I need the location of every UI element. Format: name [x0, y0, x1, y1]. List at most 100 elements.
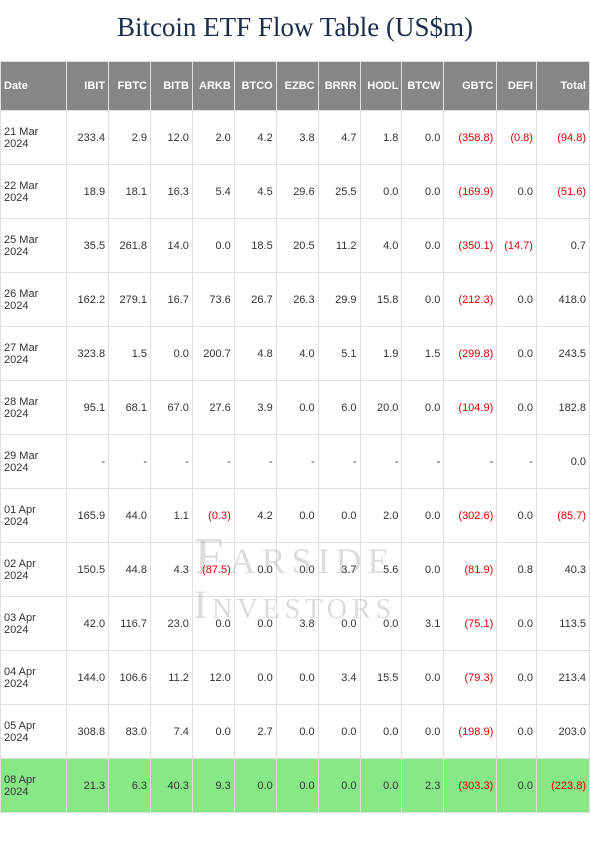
cell-date: 29 Mar 2024 — [1, 435, 67, 489]
cell-value: (14.7) — [497, 219, 537, 273]
cell-value: 21.3 — [67, 759, 109, 813]
cell-value: 3.8 — [276, 111, 318, 165]
cell-value: 29.6 — [276, 165, 318, 219]
cell-value: 0.0 — [360, 759, 402, 813]
cell-value: (302.6) — [444, 489, 497, 543]
cell-value: 243.5 — [536, 327, 589, 381]
cell-value: 11.2 — [150, 651, 192, 705]
cell-value: 0.0 — [536, 435, 589, 489]
negative-value: (0.8) — [510, 132, 533, 144]
cell-value: 18.9 — [67, 165, 109, 219]
cell-value: 40.3 — [150, 759, 192, 813]
cell-value: - — [276, 435, 318, 489]
cell-value: (51.6) — [536, 165, 589, 219]
cell-value: 20.0 — [360, 381, 402, 435]
cell-value: 0.0 — [402, 381, 444, 435]
cell-value: 0.0 — [234, 759, 276, 813]
cell-value: 0.7 — [536, 219, 589, 273]
cell-date: 04 Apr 2024 — [1, 651, 67, 705]
cell-value: 0.0 — [234, 651, 276, 705]
cell-value: 2.0 — [360, 489, 402, 543]
cell-value: 0.0 — [276, 381, 318, 435]
table-row: 08 Apr 202421.36.340.39.30.00.00.00.02.3… — [1, 759, 590, 813]
cell-value: 1.1 — [150, 489, 192, 543]
cell-value: 1.9 — [360, 327, 402, 381]
cell-value: 0.0 — [402, 543, 444, 597]
cell-value: 3.4 — [318, 651, 360, 705]
cell-value: 1.8 — [360, 111, 402, 165]
cell-value: 15.5 — [360, 651, 402, 705]
cell-value: 4.0 — [360, 219, 402, 273]
table-row: 04 Apr 2024144.0106.611.212.00.00.03.415… — [1, 651, 590, 705]
cell-value: 0.8 — [497, 543, 537, 597]
cell-value: 0.0 — [360, 597, 402, 651]
cell-value: (299.8) — [444, 327, 497, 381]
cell-value: 106.6 — [109, 651, 151, 705]
cell-value: 0.0 — [497, 651, 537, 705]
negative-value: (358.8) — [458, 132, 493, 144]
cell-value: 44.8 — [109, 543, 151, 597]
table-body: 21 Mar 2024233.42.912.02.04.23.84.71.80.… — [1, 111, 590, 813]
col-header-ezbc: EZBC — [276, 62, 318, 111]
cell-value: (104.9) — [444, 381, 497, 435]
cell-date: 03 Apr 2024 — [1, 597, 67, 651]
table-row: 05 Apr 2024308.883.07.40.02.70.00.00.00.… — [1, 705, 590, 759]
cell-value: 5.6 — [360, 543, 402, 597]
table-row: 26 Mar 2024162.2279.116.773.626.726.329.… — [1, 273, 590, 327]
col-header-gbtc: GBTC — [444, 62, 497, 111]
cell-value: 144.0 — [67, 651, 109, 705]
cell-value: 4.2 — [234, 489, 276, 543]
col-header-bitb: BITB — [150, 62, 192, 111]
cell-value: 0.0 — [192, 597, 234, 651]
negative-value: (104.9) — [458, 402, 493, 414]
cell-value: 0.0 — [318, 597, 360, 651]
col-header-hodl: HODL — [360, 62, 402, 111]
cell-date: 08 Apr 2024 — [1, 759, 67, 813]
negative-value: (169.9) — [458, 186, 493, 198]
cell-date: 22 Mar 2024 — [1, 165, 67, 219]
cell-value: 0.0 — [150, 327, 192, 381]
cell-value: 4.2 — [234, 111, 276, 165]
cell-value: 11.2 — [318, 219, 360, 273]
cell-value: 0.0 — [318, 489, 360, 543]
negative-value: (0.3) — [208, 510, 231, 522]
cell-value: 6.3 — [109, 759, 151, 813]
cell-value: 0.0 — [402, 489, 444, 543]
cell-value: 25.5 — [318, 165, 360, 219]
cell-value: 1.5 — [109, 327, 151, 381]
cell-value: (87.5) — [192, 543, 234, 597]
cell-value: 2.7 — [234, 705, 276, 759]
cell-value: 23.0 — [150, 597, 192, 651]
cell-value: (0.3) — [192, 489, 234, 543]
cell-value: (169.9) — [444, 165, 497, 219]
cell-value: (358.8) — [444, 111, 497, 165]
table-row: 21 Mar 2024233.42.912.02.04.23.84.71.80.… — [1, 111, 590, 165]
cell-value: - — [360, 435, 402, 489]
cell-value: 165.9 — [67, 489, 109, 543]
cell-value: 0.0 — [402, 111, 444, 165]
table-row: 27 Mar 2024323.81.50.0200.74.84.05.11.91… — [1, 327, 590, 381]
cell-value: (0.8) — [497, 111, 537, 165]
cell-value: 0.0 — [497, 273, 537, 327]
cell-value: - — [497, 435, 537, 489]
cell-value: 116.7 — [109, 597, 151, 651]
table-row: 03 Apr 202442.0116.723.00.00.03.80.00.03… — [1, 597, 590, 651]
cell-date: 25 Mar 2024 — [1, 219, 67, 273]
cell-value: 2.9 — [109, 111, 151, 165]
cell-value: - — [444, 435, 497, 489]
cell-value: 14.0 — [150, 219, 192, 273]
cell-value: 4.5 — [234, 165, 276, 219]
cell-value: 20.5 — [276, 219, 318, 273]
cell-value: 0.0 — [402, 273, 444, 327]
cell-value: 150.5 — [67, 543, 109, 597]
cell-value: 4.8 — [234, 327, 276, 381]
negative-value: (212.3) — [458, 294, 493, 306]
negative-value: (198.9) — [458, 726, 493, 738]
cell-value: 67.0 — [150, 381, 192, 435]
negative-value: (79.3) — [465, 672, 494, 684]
cell-value: 0.0 — [497, 327, 537, 381]
cell-value: 12.0 — [192, 651, 234, 705]
cell-value: 233.4 — [67, 111, 109, 165]
cell-value: 0.0 — [402, 651, 444, 705]
cell-value: 3.9 — [234, 381, 276, 435]
